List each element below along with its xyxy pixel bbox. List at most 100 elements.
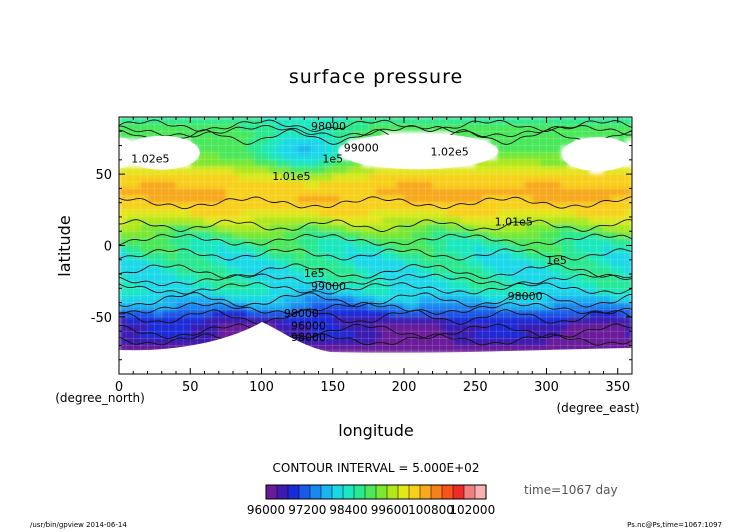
field-cell bbox=[617, 288, 626, 297]
field-cell bbox=[290, 252, 298, 261]
colorbar-swatch bbox=[309, 484, 322, 500]
field-cell bbox=[518, 288, 526, 297]
field-cell bbox=[254, 202, 263, 211]
field-cell bbox=[567, 138, 576, 147]
field-cell bbox=[147, 224, 156, 232]
field-cell bbox=[560, 281, 569, 289]
field-cell bbox=[225, 266, 234, 275]
field-cell bbox=[432, 309, 441, 318]
field-cell bbox=[261, 181, 270, 189]
field-cell bbox=[532, 266, 540, 275]
field-cell bbox=[596, 209, 605, 218]
field-cell bbox=[532, 302, 540, 311]
field-cell bbox=[275, 259, 284, 268]
field-cell bbox=[339, 224, 348, 232]
field-cell bbox=[432, 117, 441, 125]
field-cell bbox=[176, 216, 184, 225]
field-cell bbox=[389, 295, 398, 304]
field-cell bbox=[603, 174, 612, 182]
field-cell bbox=[325, 216, 334, 225]
field-cell bbox=[382, 124, 391, 132]
field-cell bbox=[396, 288, 405, 297]
field-cell bbox=[247, 174, 255, 182]
field-cell bbox=[446, 338, 455, 347]
field-cell bbox=[304, 145, 312, 154]
field-cell bbox=[532, 224, 540, 232]
field-cell bbox=[240, 195, 248, 204]
field-cell bbox=[446, 288, 455, 297]
field-cell bbox=[461, 295, 469, 304]
field-cell bbox=[268, 166, 277, 175]
field-cell bbox=[304, 338, 312, 347]
field-cell bbox=[354, 252, 362, 261]
field-cell bbox=[560, 245, 569, 254]
field-cell bbox=[575, 202, 583, 211]
contour-label: 1.02e5 bbox=[131, 153, 169, 166]
field-cell bbox=[176, 231, 184, 239]
field-cell bbox=[567, 316, 576, 325]
field-cell bbox=[610, 316, 619, 325]
field-cell bbox=[482, 288, 491, 297]
field-cell bbox=[468, 238, 476, 247]
field-cell bbox=[489, 238, 498, 247]
colorbar-swatch bbox=[397, 484, 410, 500]
contour-label: 1e5 bbox=[546, 254, 567, 267]
field-cell bbox=[418, 117, 426, 125]
field-cell bbox=[290, 245, 298, 254]
y-axis-ticks: 500-50 bbox=[91, 130, 632, 361]
field-cell bbox=[325, 238, 334, 247]
field-cell bbox=[389, 166, 398, 175]
field-cell bbox=[233, 166, 241, 175]
field-cell bbox=[375, 309, 384, 318]
field-cell bbox=[133, 166, 141, 175]
field-cell bbox=[368, 281, 377, 289]
field-cell bbox=[368, 166, 377, 175]
field-cell bbox=[168, 124, 177, 132]
field-cell bbox=[225, 209, 234, 218]
field-cell bbox=[197, 238, 206, 247]
field-cell bbox=[361, 238, 369, 247]
field-cell bbox=[624, 202, 632, 211]
field-cell bbox=[161, 288, 170, 297]
field-cell bbox=[567, 295, 576, 304]
field-cell bbox=[133, 202, 141, 211]
field-cell bbox=[404, 238, 412, 247]
masked-region bbox=[561, 137, 632, 172]
field-cell bbox=[404, 324, 412, 332]
field-cell bbox=[318, 259, 327, 268]
field-cell bbox=[482, 131, 491, 140]
field-cell bbox=[418, 345, 426, 354]
colorbar-swatch bbox=[287, 484, 300, 500]
field-cell bbox=[610, 174, 619, 182]
field-cell bbox=[446, 188, 455, 197]
field-cell bbox=[233, 309, 241, 318]
field-cell bbox=[119, 174, 127, 182]
field-cell bbox=[190, 245, 198, 254]
contour-line bbox=[119, 233, 632, 246]
field-cell bbox=[275, 309, 284, 318]
field-cell bbox=[275, 245, 284, 254]
field-cell bbox=[304, 252, 312, 261]
field-cell bbox=[339, 274, 348, 282]
field-cell bbox=[446, 166, 455, 175]
field-cell bbox=[147, 195, 156, 204]
field-cell bbox=[510, 145, 519, 154]
field-cell bbox=[347, 131, 355, 140]
field-cell bbox=[510, 117, 519, 125]
field-cell bbox=[325, 331, 334, 339]
field-cell bbox=[339, 117, 348, 125]
field-cell bbox=[147, 274, 156, 282]
field-cell bbox=[119, 124, 127, 132]
field-cell bbox=[268, 309, 277, 318]
field-cell bbox=[546, 231, 555, 239]
field-cell bbox=[168, 281, 177, 289]
field-cell bbox=[261, 309, 270, 318]
field-cell bbox=[518, 117, 526, 125]
field-cell bbox=[204, 224, 213, 232]
field-cell bbox=[389, 266, 398, 275]
field-cell bbox=[197, 288, 206, 297]
field-cell bbox=[411, 302, 419, 311]
masked-region bbox=[119, 137, 136, 168]
field-cell bbox=[468, 316, 476, 325]
